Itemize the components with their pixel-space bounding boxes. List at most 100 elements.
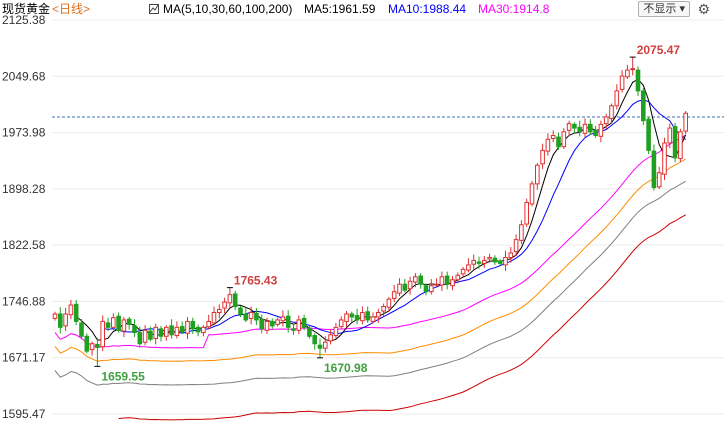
- candle: [111, 313, 116, 331]
- ma10-value: MA10:1988.44: [388, 2, 467, 16]
- candle: [572, 122, 577, 134]
- candle: [291, 323, 296, 335]
- candle: [333, 322, 339, 339]
- candle: [169, 319, 174, 339]
- annotation-label: 1670.98: [324, 361, 368, 375]
- candle: [471, 254, 476, 271]
- candle: [185, 316, 190, 340]
- candle: [556, 132, 561, 150]
- candle: [566, 120, 572, 137]
- period-selector[interactable]: <日线>: [52, 2, 91, 16]
- candle: [195, 324, 201, 337]
- candle: [418, 273, 423, 289]
- candle: [275, 317, 280, 327]
- candle: [376, 308, 381, 323]
- ma5-value: MA5:1961.59: [304, 2, 376, 16]
- candle: [466, 258, 471, 273]
- candle: [270, 318, 275, 329]
- chart-legend: 现货黄金 <日线> MA(5,10,30,60,100,200) MA5:196…: [0, 0, 724, 18]
- candle: [217, 304, 222, 319]
- candle: [381, 303, 386, 317]
- candle: [52, 311, 58, 321]
- indicator-icon[interactable]: [149, 4, 159, 14]
- candle: [68, 299, 74, 320]
- candle: [609, 103, 614, 123]
- candle: [73, 299, 79, 326]
- y-tick-label: 1671.17: [2, 351, 46, 365]
- candle: [482, 255, 487, 268]
- candle: [164, 325, 169, 341]
- candle: [614, 84, 620, 110]
- candle: [126, 316, 132, 330]
- hide-toggle-button[interactable]: 不显示 ▾: [638, 1, 690, 17]
- candle: [243, 307, 249, 323]
- candle: [365, 306, 370, 323]
- ma-group-label[interactable]: MA(5,10,30,60,100,200): [163, 2, 293, 16]
- candle: [519, 220, 524, 245]
- candle: [280, 310, 286, 327]
- candle: [630, 57, 636, 76]
- ma30-value: MA30:1914.8: [478, 2, 550, 16]
- candle: [672, 122, 678, 163]
- y-tick-label: 1973.98: [2, 126, 46, 140]
- candle: [307, 325, 312, 339]
- candle: [370, 312, 376, 324]
- candle: [121, 316, 127, 338]
- candle: [487, 253, 492, 263]
- y-tick-label: 1898.28: [2, 182, 46, 196]
- candle: [137, 326, 143, 348]
- y-tick-label: 2125.38: [2, 13, 46, 27]
- candle: [550, 130, 556, 143]
- gear-icon[interactable]: ⚙: [697, 1, 710, 17]
- candle: [248, 306, 254, 325]
- candle: [513, 234, 519, 256]
- candles: [52, 57, 689, 367]
- candle: [508, 247, 514, 263]
- candle: [678, 128, 683, 163]
- candle: [84, 333, 90, 354]
- candle: [227, 287, 233, 308]
- y-tick-label: 1746.88: [2, 294, 46, 308]
- candle: [158, 325, 164, 342]
- y-tick-label: 1595.47: [2, 407, 46, 421]
- candle: [296, 315, 302, 335]
- candle: [397, 278, 402, 297]
- candle: [349, 311, 355, 323]
- ma60-line: [54, 158, 686, 362]
- candle: [338, 316, 344, 329]
- candle: [328, 329, 333, 345]
- candle: [190, 317, 196, 335]
- candle: [429, 279, 434, 295]
- candle: [301, 314, 307, 331]
- ma200-line: [118, 214, 686, 421]
- candle: [116, 312, 121, 333]
- annotation-label: 1765.43: [234, 274, 278, 288]
- y-tick-label: 2049.68: [2, 69, 46, 83]
- candle: [58, 307, 63, 334]
- candle: [317, 338, 323, 358]
- candle: [100, 315, 106, 352]
- candle: [344, 310, 349, 328]
- y-axis-labels: 2125.38 2049.68 1973.98 1898.28 1822.58 1746.…: [2, 13, 46, 421]
- candle: [625, 64, 630, 80]
- annotation-label: 1659.55: [101, 369, 145, 383]
- candle: [105, 317, 111, 332]
- candle: [577, 120, 583, 137]
- candle: [476, 256, 482, 269]
- candle: [264, 317, 270, 335]
- candle: [423, 283, 429, 296]
- candle: [529, 180, 535, 207]
- candle: [142, 325, 148, 346]
- candle: [662, 137, 667, 181]
- candle: [201, 325, 206, 337]
- candle: [413, 273, 418, 288]
- candle: [656, 166, 662, 190]
- candle: [153, 323, 158, 345]
- candle: [206, 314, 211, 330]
- candle: [540, 143, 545, 169]
- candle: [598, 120, 604, 143]
- candle: [545, 133, 551, 156]
- y-tick-label: 1822.58: [2, 238, 46, 252]
- candle: [132, 319, 137, 338]
- candle: [561, 128, 567, 149]
